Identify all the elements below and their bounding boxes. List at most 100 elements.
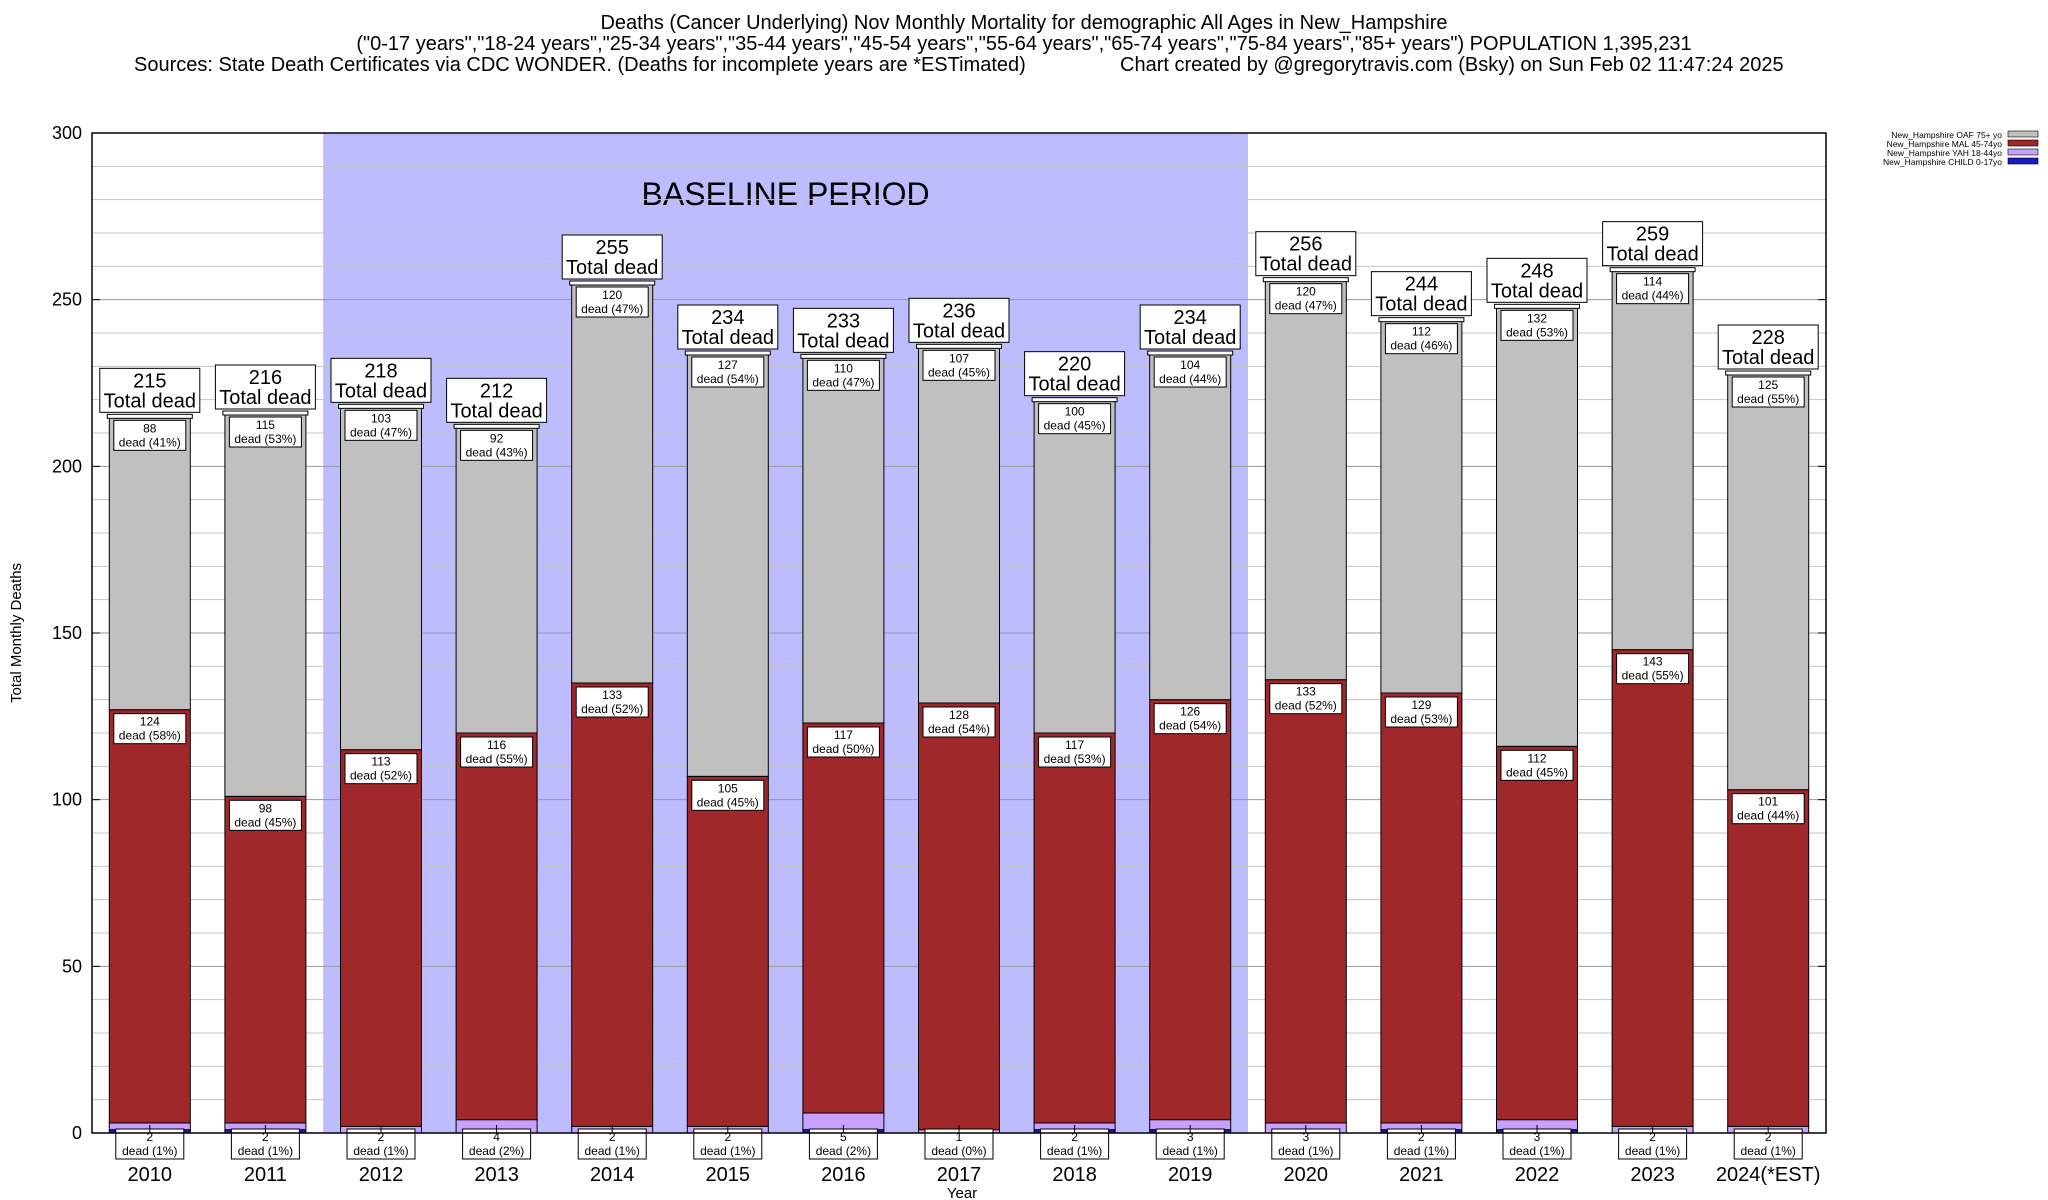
oaf-label-box <box>691 356 765 388</box>
total-label-value: 259 <box>1636 224 1669 246</box>
total-label-text: Total dead <box>335 380 427 402</box>
yah-label-value: 2 <box>609 1130 616 1144</box>
total-label-value: 216 <box>249 367 282 389</box>
total-label-box <box>214 364 316 410</box>
x-tick-label: 2013 <box>474 1164 519 1186</box>
x-tick-label: 2016 <box>821 1164 866 1186</box>
mal-label-box <box>228 799 302 831</box>
x-tick-label: 2014 <box>590 1164 635 1186</box>
yah-label-value: 3 <box>1302 1130 1309 1144</box>
mal-label-pct: dead (44%) <box>1737 809 1799 823</box>
oaf-label-value: 114 <box>1643 275 1662 289</box>
oaf-label-box <box>1269 283 1343 315</box>
yah-label-value: 5 <box>840 1130 847 1144</box>
plot-frame <box>91 132 1827 1134</box>
bar-top-cap <box>1494 303 1580 309</box>
bar-segment <box>108 709 191 1124</box>
yah-label-value: 3 <box>1187 1130 1194 1144</box>
total-label-box <box>99 367 201 413</box>
mal-label-box <box>113 713 187 745</box>
bar-top-cap <box>453 423 540 429</box>
y-tick-label: 300 <box>52 123 82 143</box>
mal-label-pct: dead (54%) <box>1159 719 1221 733</box>
bar-top-cap <box>684 350 771 356</box>
oaf-label-box <box>1384 323 1458 355</box>
bar-segment <box>802 722 885 1114</box>
bar-segment <box>1727 789 1810 1127</box>
yah-label-value: 2 <box>724 1130 731 1144</box>
oaf-label-box <box>1616 273 1690 305</box>
bar-segment <box>224 795 307 1124</box>
x-tick-label: 2023 <box>1630 1164 1675 1186</box>
yah-label-pct: dead (0%) <box>931 1144 986 1158</box>
mal-label-value: 133 <box>602 688 622 702</box>
bar-segment <box>1611 649 1694 1127</box>
yah-label-value: 2 <box>378 1130 385 1144</box>
oaf-label-value: 92 <box>490 431 504 445</box>
total-label-box <box>677 304 779 350</box>
yah-label-pct: dead (1%) <box>700 1144 755 1158</box>
total-label-text: Total dead <box>913 320 1005 342</box>
yah-label-value: 2 <box>1071 1130 1078 1144</box>
total-label-value: 212 <box>480 380 513 402</box>
mal-label-value: 98 <box>259 801 273 815</box>
oaf-label-value: 127 <box>718 358 738 372</box>
yah-label-pct: dead (1%) <box>122 1144 177 1158</box>
oaf-label-pct: dead (53%) <box>234 432 296 446</box>
bar-segment <box>802 355 885 724</box>
oaf-label-box <box>460 429 534 461</box>
legend-swatch <box>2007 139 2039 147</box>
oaf-label-box <box>344 409 418 441</box>
yah-label-pct: dead (1%) <box>1278 1144 1333 1158</box>
bar-segment <box>1380 692 1463 1124</box>
mal-label-pct: dead (52%) <box>581 702 643 716</box>
total-label-text: Total dead <box>104 390 196 412</box>
y-tick-label: 150 <box>52 623 82 643</box>
yah-label-value: 1 <box>956 1130 963 1144</box>
bar-segment <box>1264 279 1347 681</box>
total-label-value: 248 <box>1520 260 1553 282</box>
mal-label-box <box>1384 696 1458 728</box>
oaf-label-value: 112 <box>1412 325 1431 339</box>
oaf-label-box <box>1731 376 1805 408</box>
oaf-label-pct: dead (55%) <box>1737 392 1799 406</box>
oaf-label-value: 125 <box>1758 378 1778 392</box>
chart-title: Deaths (Cancer Underlying) Nov Monthly M… <box>600 12 1448 34</box>
total-label-box <box>1602 221 1704 267</box>
mal-label-box <box>806 726 880 758</box>
yah-label-box <box>1502 1128 1572 1160</box>
yah-label-pct: dead (1%) <box>238 1144 293 1158</box>
mal-label-pct: dead (55%) <box>466 752 528 766</box>
oaf-label-pct: dead (53%) <box>1506 325 1568 339</box>
mal-label-box <box>1269 683 1343 715</box>
yah-label-pct: dead (1%) <box>1625 1144 1680 1158</box>
legend-label: New_Hampshire MAL 45-74yo <box>1887 139 2003 149</box>
oaf-label-box <box>806 359 880 391</box>
yah-label-pct: dead (1%) <box>1163 1144 1218 1158</box>
mal-label-value: 112 <box>1527 751 1546 765</box>
x-tick-label: 2018 <box>1052 1164 1097 1186</box>
bar-segment <box>1380 319 1463 694</box>
mal-label-pct: dead (53%) <box>1044 752 1106 766</box>
total-label-box <box>446 377 548 423</box>
bar-segment <box>108 415 191 711</box>
mal-label-pct: dead (55%) <box>1622 669 1684 683</box>
total-label-text: Total dead <box>566 257 658 279</box>
yah-label-value: 2 <box>1765 1130 1772 1144</box>
total-label-box <box>330 357 432 403</box>
yah-label-value: 2 <box>1649 1130 1656 1144</box>
total-label-value: 234 <box>1174 307 1207 329</box>
legend-swatch <box>2007 130 2039 138</box>
mal-label-box <box>1616 653 1690 685</box>
mal-label-value: 124 <box>140 715 160 729</box>
bar-segment <box>455 425 538 734</box>
total-label-box <box>561 234 663 280</box>
mal-label-box <box>922 706 996 738</box>
oaf-label-box <box>1038 403 1112 435</box>
total-label-box <box>1717 324 1819 370</box>
total-label-value: 244 <box>1405 274 1438 296</box>
y-tick-label: 100 <box>52 790 82 810</box>
legend-swatch <box>2007 157 2039 165</box>
mal-label-box <box>1038 736 1112 768</box>
